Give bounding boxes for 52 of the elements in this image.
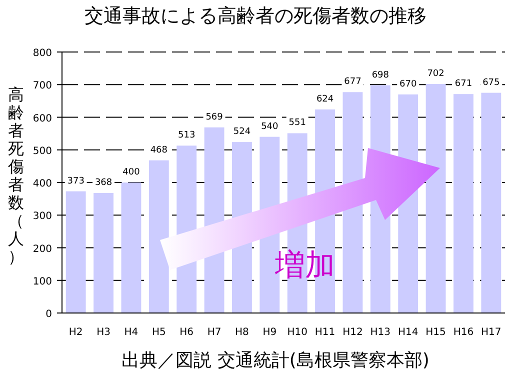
x-tick-label: H6: [180, 327, 194, 338]
data-label: 702: [427, 68, 444, 79]
bar: [94, 192, 114, 313]
data-label: 373: [67, 176, 84, 186]
y-tick-label: 100: [32, 276, 52, 288]
y-tick-label: 700: [32, 80, 52, 92]
data-label: 698: [372, 70, 390, 80]
data-label: 671: [454, 79, 472, 90]
bar: [148, 160, 169, 313]
data-label: 400: [122, 168, 140, 178]
data-label: 675: [482, 78, 500, 88]
x-tick-label: H16: [453, 327, 474, 338]
y-tick-label: 400: [32, 178, 52, 190]
bar: [66, 191, 86, 313]
bar: [454, 94, 474, 313]
bar: [426, 84, 446, 313]
bar: [121, 182, 142, 313]
x-tick-label: H8: [235, 327, 249, 338]
annotation: 増加: [274, 248, 335, 283]
y-tick-label: 300: [32, 211, 52, 222]
source-note: 出典／図説 交通統計(島根県警察本部): [122, 350, 430, 371]
text: 高齢者死傷者数（人）: [8, 85, 24, 266]
chart-title: 交通事故による高齢者の死傷者数の推移: [84, 5, 426, 27]
x-tick-label: H3: [96, 327, 110, 338]
x-tick-label: H12: [342, 327, 363, 338]
x-tick-label: H17: [481, 327, 502, 338]
data-label: 468: [150, 145, 168, 156]
x-tick-label: H4: [124, 327, 138, 338]
data-label: 513: [178, 130, 196, 141]
y-tick-label: 600: [32, 113, 52, 124]
x-tick-label: H11: [314, 327, 336, 338]
x-tick-label: H9: [262, 327, 277, 338]
x-tick-label: H7: [207, 327, 222, 338]
x-tick-label: H5: [152, 327, 166, 338]
bar: [481, 92, 502, 313]
data-label: 524: [233, 127, 251, 138]
x-tick-label: H2: [68, 327, 83, 338]
data-label: 540: [261, 122, 279, 132]
data-label: 569: [206, 112, 224, 122]
x-tick-label: H15: [426, 327, 446, 338]
y-tick-label: 200: [32, 244, 52, 255]
y-tick-label: 500: [32, 146, 52, 157]
y-tick-label: 0: [46, 309, 52, 320]
x-tick-label: H14: [398, 327, 418, 338]
data-label: 670: [400, 79, 417, 90]
data-label: 368: [94, 178, 112, 188]
data-label: 624: [316, 94, 334, 104]
y-tick-label: 800: [32, 48, 52, 59]
x-tick-label: H10: [287, 327, 308, 338]
x-tick-label: H13: [370, 327, 391, 338]
data-label: 677: [344, 77, 362, 88]
data-label: 551: [288, 118, 306, 128]
